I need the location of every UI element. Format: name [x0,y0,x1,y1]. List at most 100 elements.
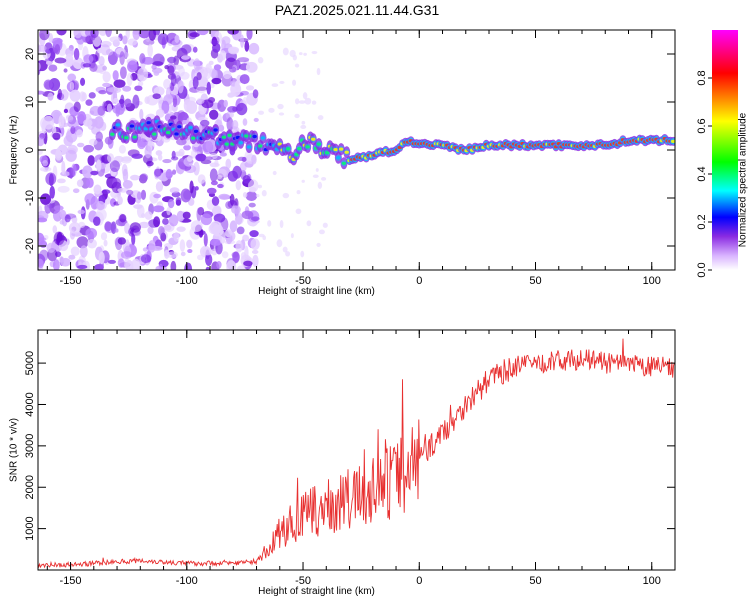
spectrogram-cell [53,205,64,211]
spectrogram-cell [166,251,178,259]
spectrogram-cell [157,33,169,46]
spectrogram-cell [294,98,300,105]
spectrogram-cell [260,136,266,140]
spectrogram-cell [38,258,44,269]
spectrogram-cell [162,158,172,164]
spectrogram-cell [155,108,165,118]
spectrogram-cell [131,153,143,159]
spectrogram-cell [218,193,230,200]
spectrogram-cell [52,132,61,140]
spectrogram-cell [59,220,65,225]
spectrogram-cell [100,44,111,56]
spectrogram-cell [197,254,204,261]
spectrogram-cell [229,193,235,206]
spectrogram-cell [89,62,98,73]
spectrogram-cell [235,240,243,253]
spectrogram-x-tick-label: 0 [416,275,422,287]
colorbar-tick-label: 0.8 [696,70,708,85]
spectrogram-cell [246,145,252,149]
spectrogram-cell [306,220,312,227]
snr-x-tick-label: -150 [60,575,82,587]
spectrogram-cell [174,151,184,157]
spectrogram-cell [296,190,301,195]
spectrogram-cell [154,168,162,177]
spectrogram-cell [242,234,250,242]
spectrogram-cell [98,89,107,95]
spectrogram-cell [109,36,121,43]
spectrogram-cell [225,158,232,170]
spectrogram-cell [190,220,203,233]
spectrogram-cell [276,239,283,248]
spectrogram-cell [63,108,69,114]
snr-frame [37,329,676,571]
spectrogram-cell [38,136,45,147]
spectrogram-cell [226,117,234,132]
spectrogram-cell [77,264,88,270]
spectrogram-cell [38,44,47,52]
colorbar-label: Normalized spectral amplitude [738,112,749,247]
spectrogram-cell [120,251,133,259]
spectrogram-cell [183,98,192,113]
spectrogram-cell [147,226,154,235]
snr-y-axis-label: SNR (10 * v/v) [9,418,20,482]
spectrogram-cell [175,197,182,204]
spectrogram-cell [282,47,289,56]
spectrogram-cell [192,76,199,90]
spectrogram-cell [202,247,213,256]
spectrogram-cell [321,177,327,181]
colorbar-tick-label: 0.4 [696,166,708,181]
spectrogram-x-tick-label: 50 [529,275,541,287]
spectrogram-cell [231,119,239,130]
spectrogram-cell [316,242,321,247]
spectrogram-cell [167,198,175,209]
spectrogram-cell [203,67,212,80]
spectrogram-cell [197,174,206,184]
spectrogram-cell [55,147,61,159]
spectrogram-cell [300,124,307,129]
spectrogram-cell [258,233,265,238]
snr-x-tick-label: -100 [176,575,198,587]
spectrogram-cell [210,180,218,186]
spectrogram-cell [140,254,152,264]
spectrogram-cell [132,135,137,139]
spectrogram-cell [241,156,247,162]
spectrogram-cell [69,81,75,91]
spectrogram-cell [232,165,242,179]
spectrogram-cell [96,159,102,172]
spectrogram-cell [176,210,185,222]
spectrogram-cell [146,160,154,167]
spectrogram-cell [87,238,97,249]
spectrogram-cell [231,205,241,214]
spectrogram-cell [298,52,303,56]
spectrogram-cell [251,249,259,254]
spectrogram-cell [98,251,105,265]
spectrogram-y-tick-label: 10 [24,96,36,108]
spectrogram-cell [255,193,260,198]
spectrogram-cell [93,216,101,227]
spectrogram-cell [213,64,222,71]
spectrogram-cell [119,51,125,65]
spectrogram-cell [139,173,149,182]
spectrogram-cell [217,183,224,189]
spectrogram-cell [177,79,184,94]
spectrogram-cell [190,149,196,159]
spectrogram-cell [86,177,94,189]
spectrogram-cell [282,192,290,199]
spectrogram-cell [60,171,71,177]
spectrogram-cell [118,144,126,154]
spectrogram-cell [180,251,186,257]
spectrogram-cell [317,181,323,189]
spectrogram-cell [257,184,263,189]
spectrogram-cell [38,232,45,246]
spectrogram-cell [153,216,161,228]
spectrogram-cell [250,238,260,251]
spectrogram-cell [179,120,191,125]
spectrogram-cell [70,246,80,257]
spectrogram-cell [113,79,126,88]
spectrogram-cell [76,236,89,249]
spectrogram-cell [172,95,178,108]
spectrogram-cell [99,121,107,131]
spectrogram-cell [177,110,186,119]
spectrogram-cell [48,173,54,187]
spectrogram-cell [221,135,227,139]
